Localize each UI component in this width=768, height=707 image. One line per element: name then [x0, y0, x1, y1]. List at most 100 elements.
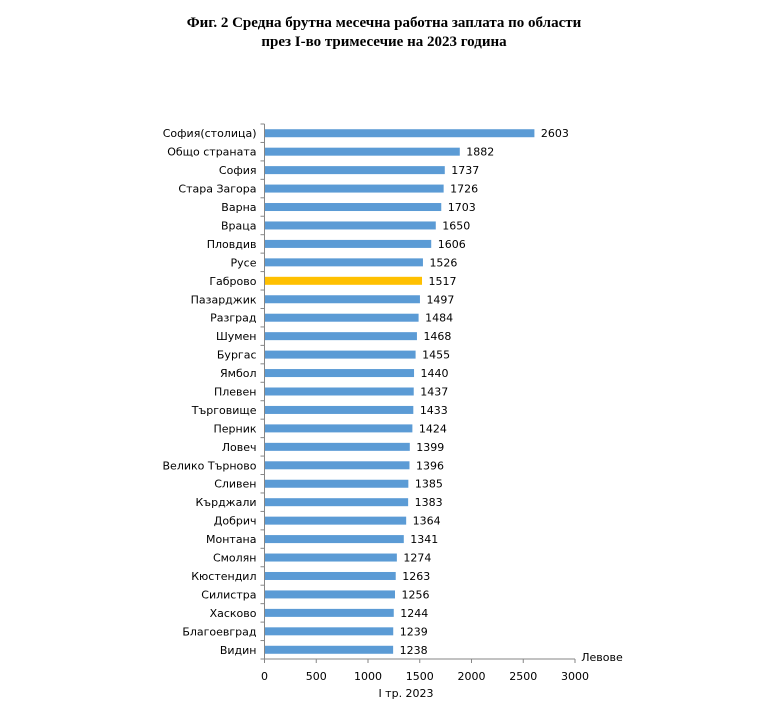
category-label: Плевен: [214, 386, 257, 399]
category-label: Търговище: [191, 404, 257, 417]
bar: [265, 479, 409, 488]
chart-title: Фиг. 2 Средна брутна месечна работна зап…: [0, 14, 768, 52]
category-label: Смолян: [213, 552, 257, 565]
category-label: Хасково: [210, 607, 257, 620]
data-label: 1263: [402, 570, 430, 583]
x-tick-label: 2500: [509, 670, 537, 683]
bar: [265, 350, 416, 359]
bar: [265, 405, 414, 414]
data-label: 1383: [415, 496, 443, 509]
unit-label: Левове: [581, 651, 623, 664]
data-label: 1238: [400, 644, 428, 657]
category-label: София: [219, 164, 257, 177]
bar: [265, 203, 442, 212]
data-label: 1396: [416, 459, 444, 472]
data-label: 1650: [442, 219, 470, 232]
data-label: 1440: [421, 367, 449, 380]
category-label: Варна: [221, 201, 256, 214]
category-label: София(столица): [163, 127, 257, 140]
category-label: Кюстендил: [191, 570, 256, 583]
x-tick-label: 2000: [458, 670, 486, 683]
data-label: 1703: [448, 201, 476, 214]
data-label: 1424: [419, 422, 447, 435]
bar: [265, 369, 415, 378]
chart-title-line1: Фиг. 2 Средна брутна месечна работна зап…: [186, 15, 582, 31]
data-label: 1517: [429, 275, 457, 288]
bar: [265, 553, 397, 562]
data-label: 1364: [413, 515, 441, 528]
category-label: Велико Търново: [163, 459, 257, 472]
category-label: Добрич: [214, 515, 257, 528]
data-label: 1256: [401, 588, 429, 601]
category-label: Шумен: [216, 330, 257, 343]
category-label: Пловдив: [207, 238, 257, 251]
data-label: 1737: [451, 164, 479, 177]
bar: [265, 535, 404, 544]
category-label: Благоевград: [182, 625, 257, 638]
bar: [265, 332, 417, 341]
x-tick-label: 1500: [406, 670, 434, 683]
data-label: 1497: [426, 293, 454, 306]
bar: [265, 221, 436, 230]
chart-title-line2: през I-во тримесечие на 2023 година: [261, 34, 507, 50]
bar: [265, 295, 420, 304]
bar: [265, 645, 394, 654]
bar: [265, 571, 396, 580]
data-label: 1726: [450, 183, 478, 196]
category-label: Ловеч: [222, 441, 257, 454]
data-label: 1341: [410, 533, 438, 546]
data-label: 1468: [423, 330, 451, 343]
data-label: 1239: [400, 625, 428, 638]
x-tick-label: 0: [261, 670, 268, 683]
bar: [265, 461, 410, 470]
x-tick-label: 3000: [561, 670, 589, 683]
bar: [265, 608, 394, 617]
category-label: Бургас: [217, 349, 257, 362]
category-label: Силистра: [201, 588, 256, 601]
category-label: Общо страната: [167, 146, 256, 159]
bar: [265, 313, 419, 322]
x-axis-title: I тр. 2023: [378, 687, 433, 700]
category-label: Пазарджик: [191, 293, 257, 306]
data-label: 1274: [403, 552, 431, 565]
data-label: 1882: [466, 146, 494, 159]
category-label: Сливен: [214, 478, 256, 491]
data-label: 1437: [420, 386, 448, 399]
bar: [265, 424, 413, 433]
category-label: Стара Загора: [178, 183, 256, 196]
bar: [265, 627, 394, 636]
bar: [265, 258, 423, 267]
x-tick-label: 500: [306, 670, 327, 683]
bar: [265, 442, 410, 451]
data-label: 2603: [541, 127, 569, 140]
category-label: Ямбол: [220, 367, 257, 380]
category-label: Видин: [220, 644, 257, 657]
data-label: 1455: [422, 349, 450, 362]
bar: [265, 516, 407, 525]
data-label: 1433: [420, 404, 448, 417]
category-label: Враца: [221, 219, 257, 232]
bar: [265, 276, 423, 285]
data-label: 1385: [415, 478, 443, 491]
category-label: Монтана: [206, 533, 257, 546]
category-label: Кърджали: [196, 496, 257, 509]
category-label: Русе: [231, 256, 257, 269]
data-label: 1244: [400, 607, 428, 620]
category-label: Габрово: [209, 275, 256, 288]
data-label: 1399: [416, 441, 444, 454]
bar: [265, 129, 535, 138]
bar: [265, 184, 444, 193]
bar: [265, 166, 445, 175]
category-label: Перник: [213, 422, 256, 435]
data-label: 1606: [438, 238, 466, 251]
bar: [265, 498, 409, 507]
data-label: 1526: [429, 256, 457, 269]
data-label: 1484: [425, 312, 453, 325]
bar: [265, 239, 432, 248]
bar: [265, 387, 414, 396]
category-label: Разград: [210, 312, 257, 325]
x-tick-label: 1000: [354, 670, 382, 683]
bar: [265, 147, 460, 156]
bar: [265, 590, 395, 599]
